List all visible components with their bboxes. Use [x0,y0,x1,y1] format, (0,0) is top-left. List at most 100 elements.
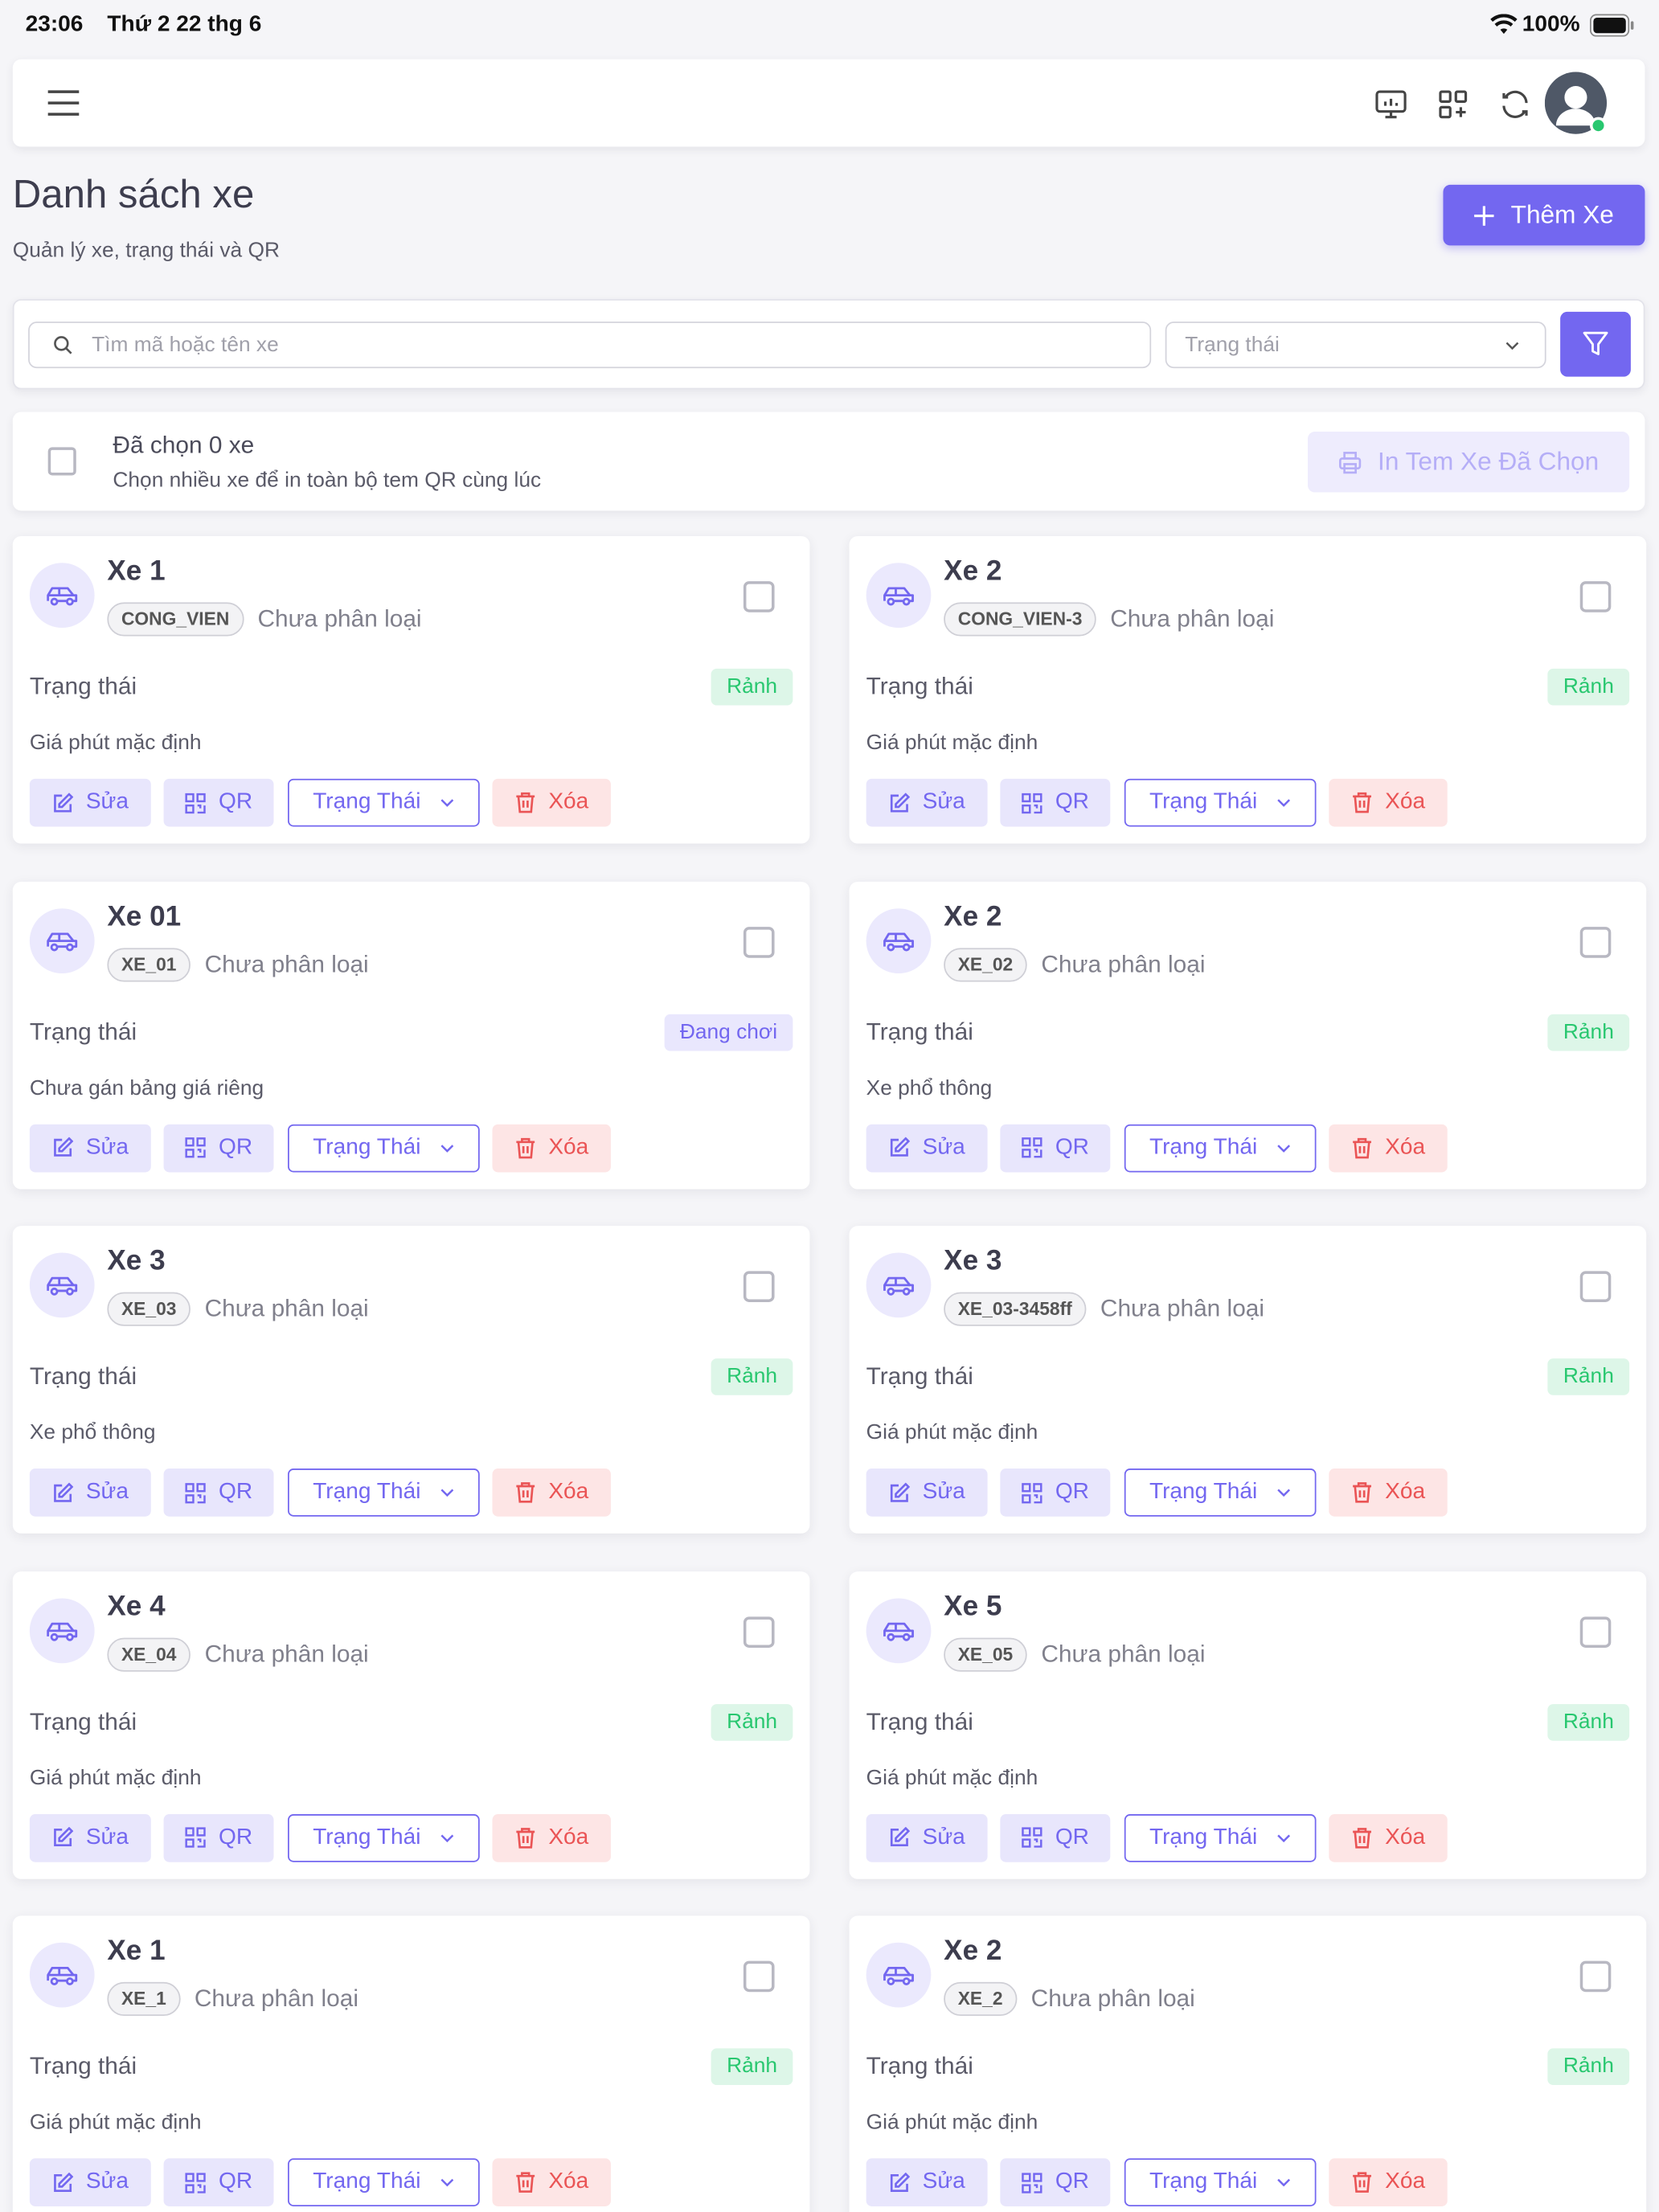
qr-button[interactable]: QR [1000,1813,1111,1862]
status-menu-label: Trạng Thái [1149,2170,1258,2194]
status-label: Trạng thái [866,1362,973,1391]
qr-button[interactable]: QR [163,2158,274,2207]
select-all-checkbox[interactable] [47,447,76,476]
status-badge: Rảnh [711,2049,793,2086]
edit-button[interactable]: Sửa [29,1124,151,1172]
delete-button[interactable]: Xóa [492,1813,611,1862]
price-info: Giá phút mặc định [29,731,202,755]
edit-icon [53,2172,74,2192]
delete-button[interactable]: Xóa [492,778,611,827]
edit-button[interactable]: Sửa [866,2158,988,2207]
chevron-icon [1277,1489,1291,1497]
status-menu-label: Trạng Thái [313,1480,421,1505]
edit-button[interactable]: Sửa [29,1813,151,1862]
chevron-icon [440,799,454,807]
vehicle-card: Xe 01 XE_01 Chưa phân loại Trạng thái Đa… [12,881,810,1189]
vehicle-checkbox[interactable] [743,1961,775,1993]
status-label: Trạng thái [29,1018,137,1045]
edit-button[interactable]: Sửa [866,778,988,827]
add-vehicle-button[interactable]: Thêm Xe [1443,184,1645,246]
status-menu-button[interactable]: Trạng Thái [288,778,480,827]
qr-button[interactable]: QR [163,1813,274,1862]
screen-button[interactable] [1374,88,1407,121]
status-menu-label: Trạng Thái [313,789,421,814]
status-menu-label: Trạng Thái [1149,1825,1258,1849]
vehicle-checkbox[interactable] [1579,1961,1612,1993]
qr-button[interactable]: QR [163,1469,274,1518]
delete-button[interactable]: Xóa [492,2158,611,2207]
vehicle-meta: XE_02 Chưa phân loại [944,947,1205,981]
status-badge: Rảnh [1547,1014,1630,1051]
qr-icon [185,1137,206,1158]
edit-button[interactable]: Sửa [29,778,151,827]
vehicle-checkbox[interactable] [1579,581,1612,612]
delete-button[interactable]: Xóa [1329,1813,1448,1862]
car-icon [883,1622,914,1641]
print-selected-button[interactable]: In Tem Xe Đã Chọn [1307,432,1630,493]
qr-button[interactable]: QR [163,778,274,827]
vehicle-checkbox[interactable] [743,1271,775,1303]
delete-button[interactable]: Xóa [492,1124,611,1172]
edit-button[interactable]: Sửa [29,1469,151,1518]
qr-button[interactable]: QR [1000,778,1111,827]
vehicle-checkbox[interactable] [1579,926,1612,958]
status-menu-button[interactable]: Trạng Thái [288,1469,480,1518]
vehicle-name: Xe 1 [107,1936,166,1968]
vehicle-code: XE_04 [107,1637,191,1672]
status-menu-button[interactable]: Trạng Thái [1124,778,1317,827]
delete-button[interactable]: Xóa [1329,1124,1448,1172]
apps-button[interactable] [1436,88,1470,121]
qr-button[interactable]: QR [1000,1469,1111,1518]
vehicle-icon [29,1943,95,2009]
search-input[interactable]: Tìm mã hoặc tên xe [28,322,1152,369]
vehicle-checkbox[interactable] [743,581,775,612]
qr-label: QR [219,2170,253,2194]
delete-button[interactable]: Xóa [1329,778,1448,827]
delete-icon [515,1827,535,1849]
vehicle-icon [866,1252,932,1318]
qr-button[interactable]: QR [163,1124,274,1172]
edit-button[interactable]: Sửa [866,1124,988,1172]
vehicle-checkbox[interactable] [743,926,775,958]
status-time: 23:06 [25,12,84,37]
menu-button[interactable] [47,88,80,119]
qr-icon [185,1827,206,1849]
vehicle-name: Xe 1 [107,555,166,588]
delete-button[interactable]: Xóa [492,1469,611,1518]
delete-button[interactable]: Xóa [1329,1469,1448,1518]
vehicle-checkbox[interactable] [743,1616,775,1648]
vehicle-icon [866,1598,932,1663]
vehicle-meta: XE_01 Chưa phân loại [107,947,369,981]
vehicle-icon [866,907,932,973]
vehicle-checkbox[interactable] [1579,1271,1612,1303]
delete-icon [1352,1827,1371,1849]
delete-label: Xóa [548,1480,589,1505]
status-select[interactable]: Trạng thái [1165,322,1546,369]
vehicle-icon [29,563,95,629]
vehicle-checkbox[interactable] [1579,1616,1612,1648]
qr-button[interactable]: QR [1000,2158,1111,2207]
delete-icon [1352,1137,1371,1158]
vehicle-category: Chưa phân loại [1041,1640,1206,1668]
avatar[interactable] [1544,72,1610,137]
status-menu-button[interactable]: Trạng Thái [1124,1813,1317,1862]
status-menu-button[interactable]: Trạng Thái [288,1124,480,1172]
edit-button[interactable]: Sửa [866,1469,988,1518]
edit-button[interactable]: Sửa [866,1813,988,1862]
status-menu-button[interactable]: Trạng Thái [288,1813,480,1862]
filter-icon [1583,331,1608,355]
refresh-button[interactable] [1498,88,1532,121]
vehicle-icon [29,1252,95,1318]
filter-button[interactable] [1560,311,1631,377]
status-label: Trạng thái [866,2053,973,2080]
status-menu-button[interactable]: Trạng Thái [1124,1124,1317,1172]
delete-button[interactable]: Xóa [1329,2158,1448,2207]
edit-icon [890,1137,910,1157]
edit-button[interactable]: Sửa [29,2158,151,2207]
status-menu-button[interactable]: Trạng Thái [288,2158,480,2207]
qr-button[interactable]: QR [1000,1124,1111,1172]
status-menu-button[interactable]: Trạng Thái [1124,1469,1317,1518]
status-menu-button[interactable]: Trạng Thái [1124,2158,1317,2207]
